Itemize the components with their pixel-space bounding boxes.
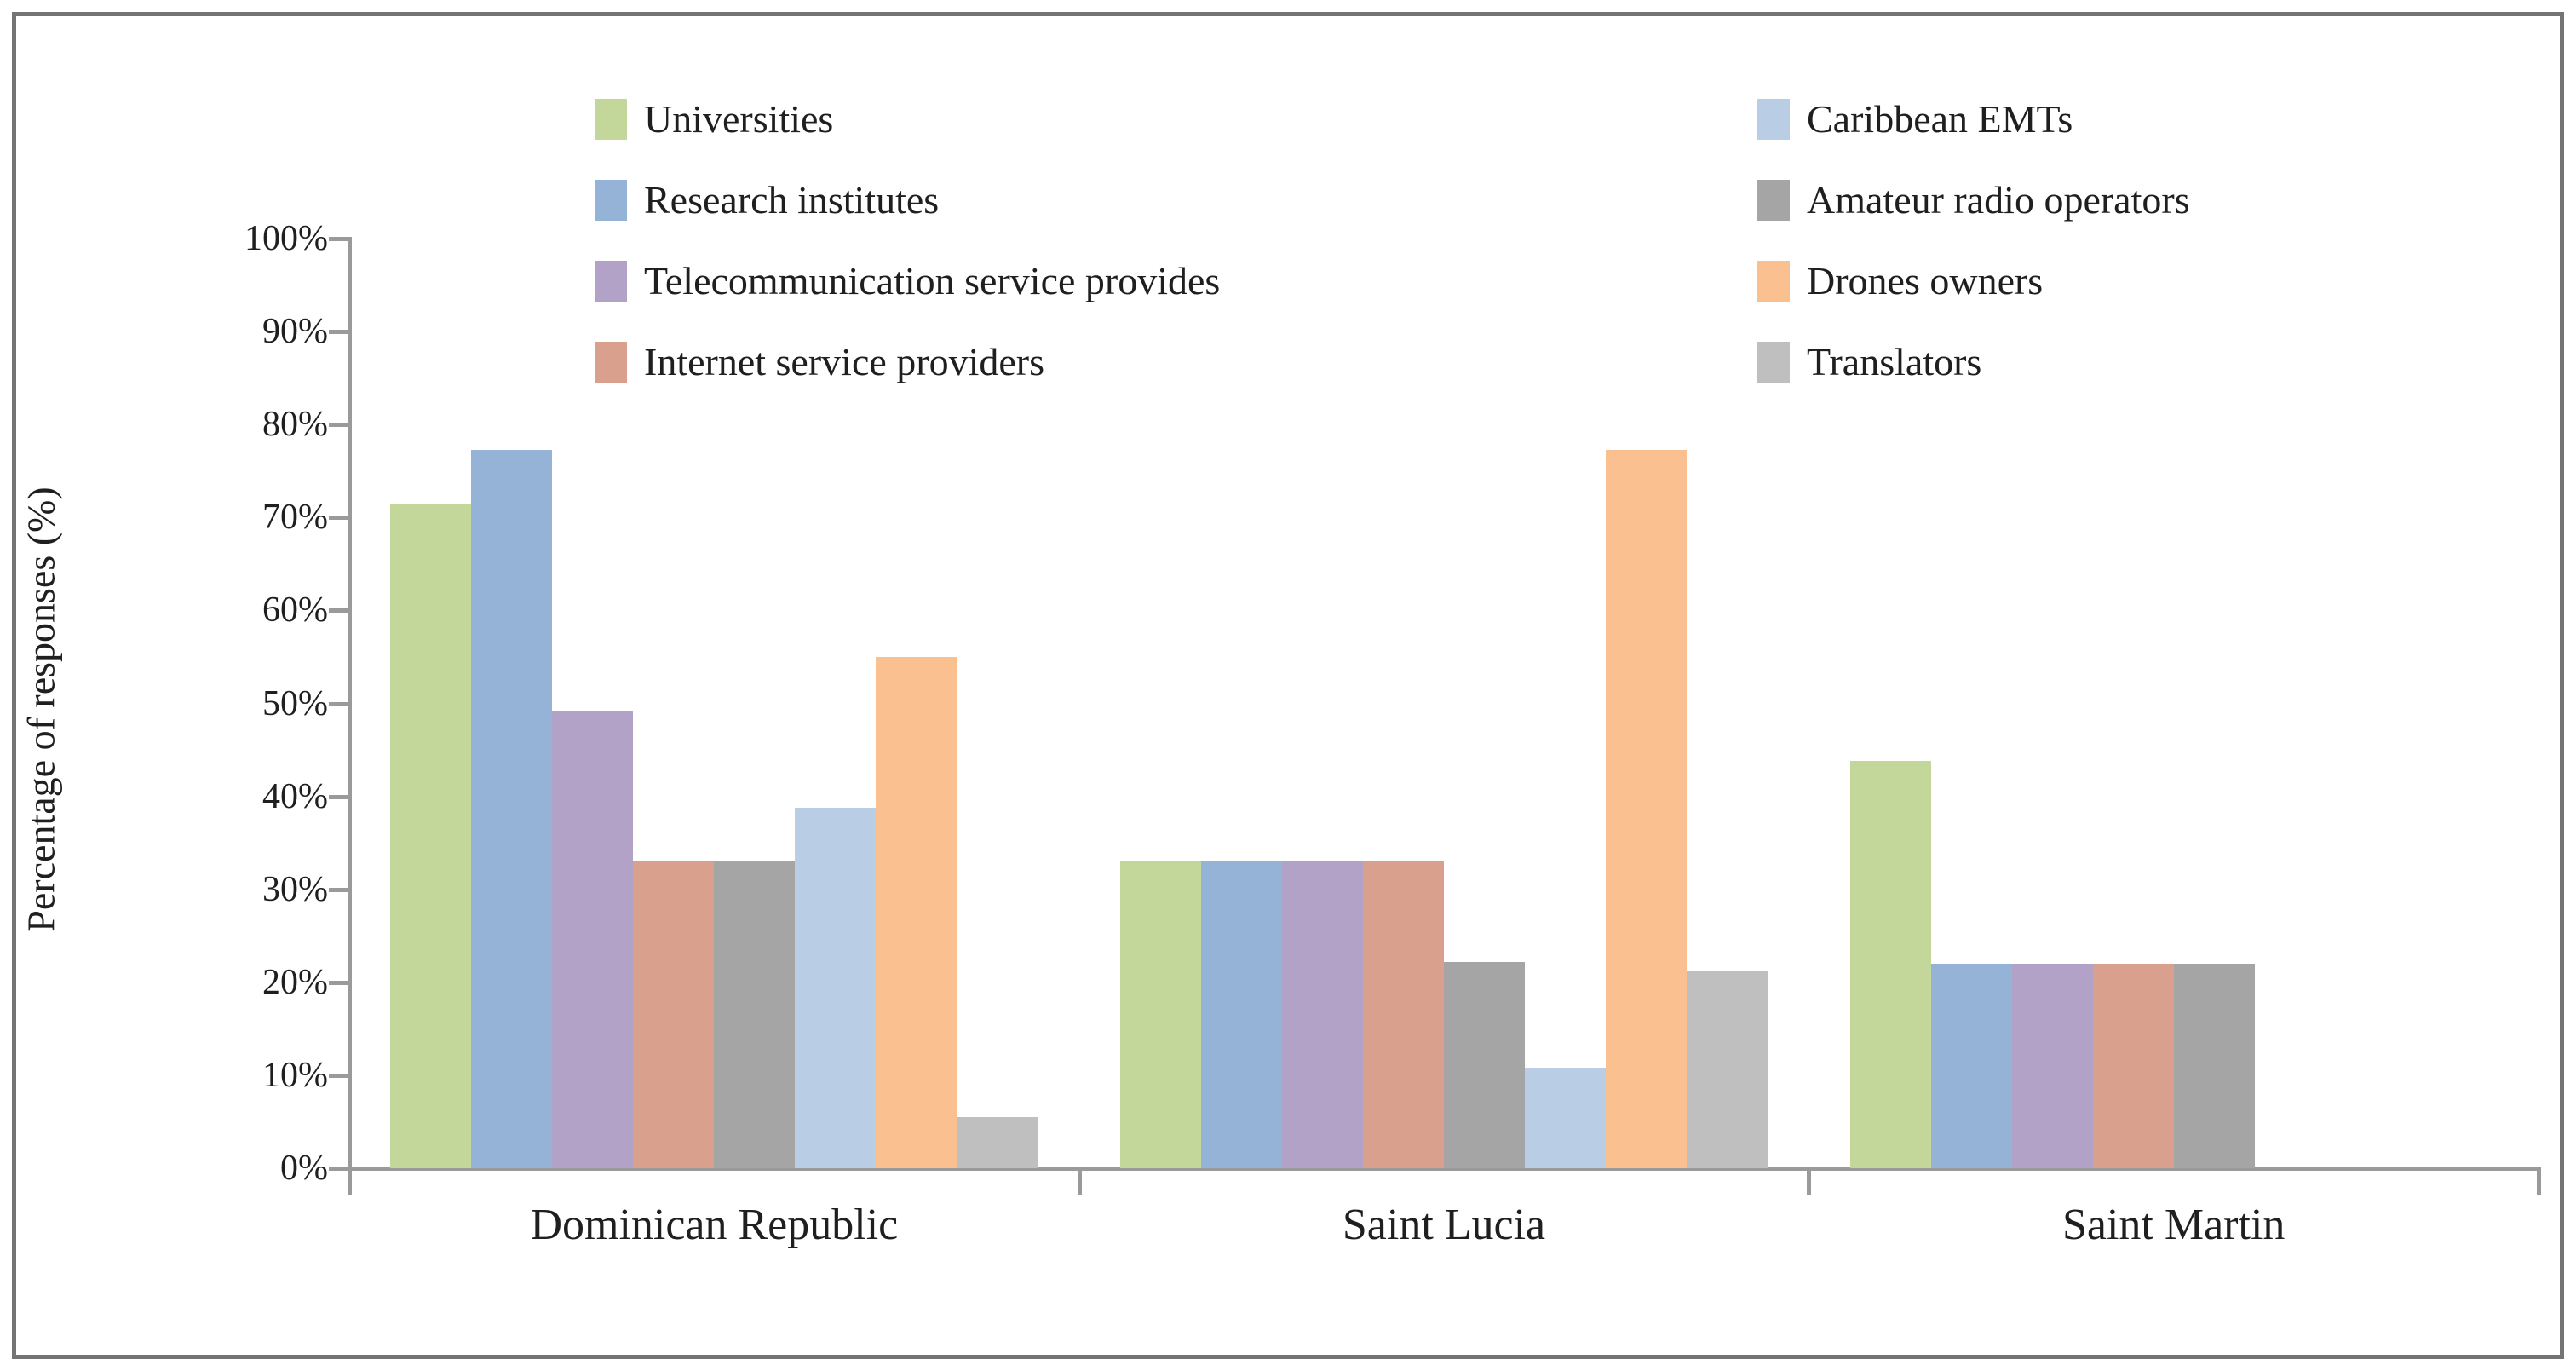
category-label-dominican-republic: Dominican Republic: [530, 1201, 899, 1249]
legend-swatch-icon: [1757, 341, 1790, 383]
legend-swatch-icon: [1757, 98, 1790, 140]
bar-group-saint-lucia: [1079, 239, 1809, 1168]
plot-area: [349, 239, 2539, 1168]
y-tick-label-70: 70%: [262, 498, 328, 538]
y-tick-label-80: 80%: [262, 405, 328, 445]
bar-drones-owners-saint-lucia: [1606, 449, 1687, 1168]
bar-research-institutes-dominican-republic: [471, 449, 553, 1168]
bar-translators-dominican-republic: [957, 1117, 1038, 1168]
y-tick-mark: [329, 794, 351, 799]
bar-drones-owners-dominican-republic: [876, 656, 957, 1168]
legend-column-2: Caribbean EMTs Amateur radio operators Dro…: [1757, 78, 2190, 402]
category-tick-mark: [1077, 1167, 1082, 1195]
legend-label: Research institutes: [644, 177, 940, 222]
legend-label: Telecommunication service provides: [644, 258, 1221, 302]
bar-internet-service-providers-saint-martin: [2092, 963, 2174, 1168]
bar-telecommunication-service-provides-saint-lucia: [1282, 861, 1363, 1168]
y-tick-label-20: 20%: [262, 962, 328, 1002]
y-tick-label-10: 10%: [262, 1055, 328, 1095]
y-tick-label-0: 0%: [280, 1149, 328, 1188]
legend-column-1: Universities Research institutes Telecommu…: [595, 78, 1220, 402]
legend-swatch-icon: [595, 341, 627, 383]
legend-item-research-institutes: Research institutes: [595, 159, 1220, 240]
legend-item-caribbean-emts: Caribbean EMTs: [1757, 78, 2190, 159]
legend-item-amateur-radio-operators: Amateur radio operators: [1757, 159, 2190, 240]
legend-item-universities: Universities: [595, 78, 1220, 159]
y-tick-label-100: 100%: [244, 219, 328, 258]
y-tick-mark: [329, 1073, 351, 1078]
legend-label: Drones owners: [1807, 258, 2044, 302]
bar-translators-saint-lucia: [1687, 970, 1768, 1168]
legend-swatch-icon: [1757, 179, 1790, 221]
y-tick-label-40: 40%: [262, 776, 328, 816]
y-tick-label-50: 50%: [262, 683, 328, 723]
bar-telecommunication-service-provides-saint-martin: [2011, 963, 2093, 1168]
y-tick-mark: [329, 237, 351, 241]
legend-label: Universities: [644, 96, 834, 141]
bar-group-dominican-republic: [349, 239, 1079, 1168]
bar-amateur-radio-operators-saint-martin: [2173, 963, 2255, 1168]
y-tick-label-90: 90%: [262, 312, 328, 352]
bar-telecommunication-service-provides-dominican-republic: [552, 711, 634, 1168]
y-axis-line: [348, 237, 352, 1195]
category-tick-mark: [2537, 1167, 2541, 1195]
y-tick-mark: [329, 701, 351, 706]
y-tick-mark: [329, 1167, 351, 1171]
bar-universities-saint-martin: [1849, 761, 1931, 1168]
bar-group-saint-martin: [1808, 239, 2539, 1168]
legend-item-translators: Translators: [1757, 321, 2190, 402]
y-tick-label-60: 60%: [262, 590, 328, 631]
bar-internet-service-providers-dominican-republic: [633, 861, 715, 1168]
y-axis-title: Percentage of responses (%): [19, 487, 63, 932]
legend-swatch-icon: [595, 98, 627, 140]
legend-label: Caribbean EMTs: [1807, 96, 2073, 141]
y-tick-mark: [329, 608, 351, 613]
legend-item-drones-owners: Drones owners: [1757, 240, 2190, 321]
legend-label: Internet service providers: [644, 339, 1045, 383]
legend-item-telecommunication-service-provides: Telecommunication service provides: [595, 240, 1220, 321]
legend-item-internet-service-providers: Internet service providers: [595, 321, 1220, 402]
y-tick-mark: [329, 980, 351, 985]
bar-caribbean-emts-saint-lucia: [1525, 1068, 1606, 1168]
y-tick-mark: [329, 330, 351, 335]
category-label-saint-lucia: Saint Lucia: [1342, 1201, 1546, 1249]
bar-research-institutes-saint-martin: [1930, 963, 2012, 1168]
bar-internet-service-providers-saint-lucia: [1363, 861, 1444, 1168]
bar-amateur-radio-operators-dominican-republic: [714, 861, 796, 1168]
legend-label: Amateur radio operators: [1807, 177, 2190, 222]
category-label-saint-martin: Saint Martin: [2061, 1201, 2286, 1249]
category-tick-mark: [1807, 1167, 1812, 1195]
y-tick-mark: [329, 423, 351, 428]
category-tick-mark: [348, 1167, 352, 1195]
bar-amateur-radio-operators-saint-lucia: [1444, 961, 1525, 1168]
legend-swatch-icon: [595, 260, 627, 302]
legend-swatch-icon: [1757, 260, 1790, 302]
legend-swatch-icon: [595, 179, 627, 221]
y-tick-label-30: 30%: [262, 869, 328, 909]
bar-research-institutes-saint-lucia: [1201, 861, 1282, 1168]
legend-label: Translators: [1807, 339, 1982, 383]
x-axis-line: [348, 1167, 2541, 1171]
y-tick-mark: [329, 887, 351, 892]
bar-universities-dominican-republic: [390, 503, 472, 1168]
y-tick-mark: [329, 516, 351, 521]
category-axis-labels: Dominican Republic Saint Lucia Saint Marti…: [349, 1200, 2539, 1250]
bar-caribbean-emts-dominican-republic: [795, 807, 877, 1168]
bar-universities-saint-lucia: [1120, 861, 1201, 1168]
